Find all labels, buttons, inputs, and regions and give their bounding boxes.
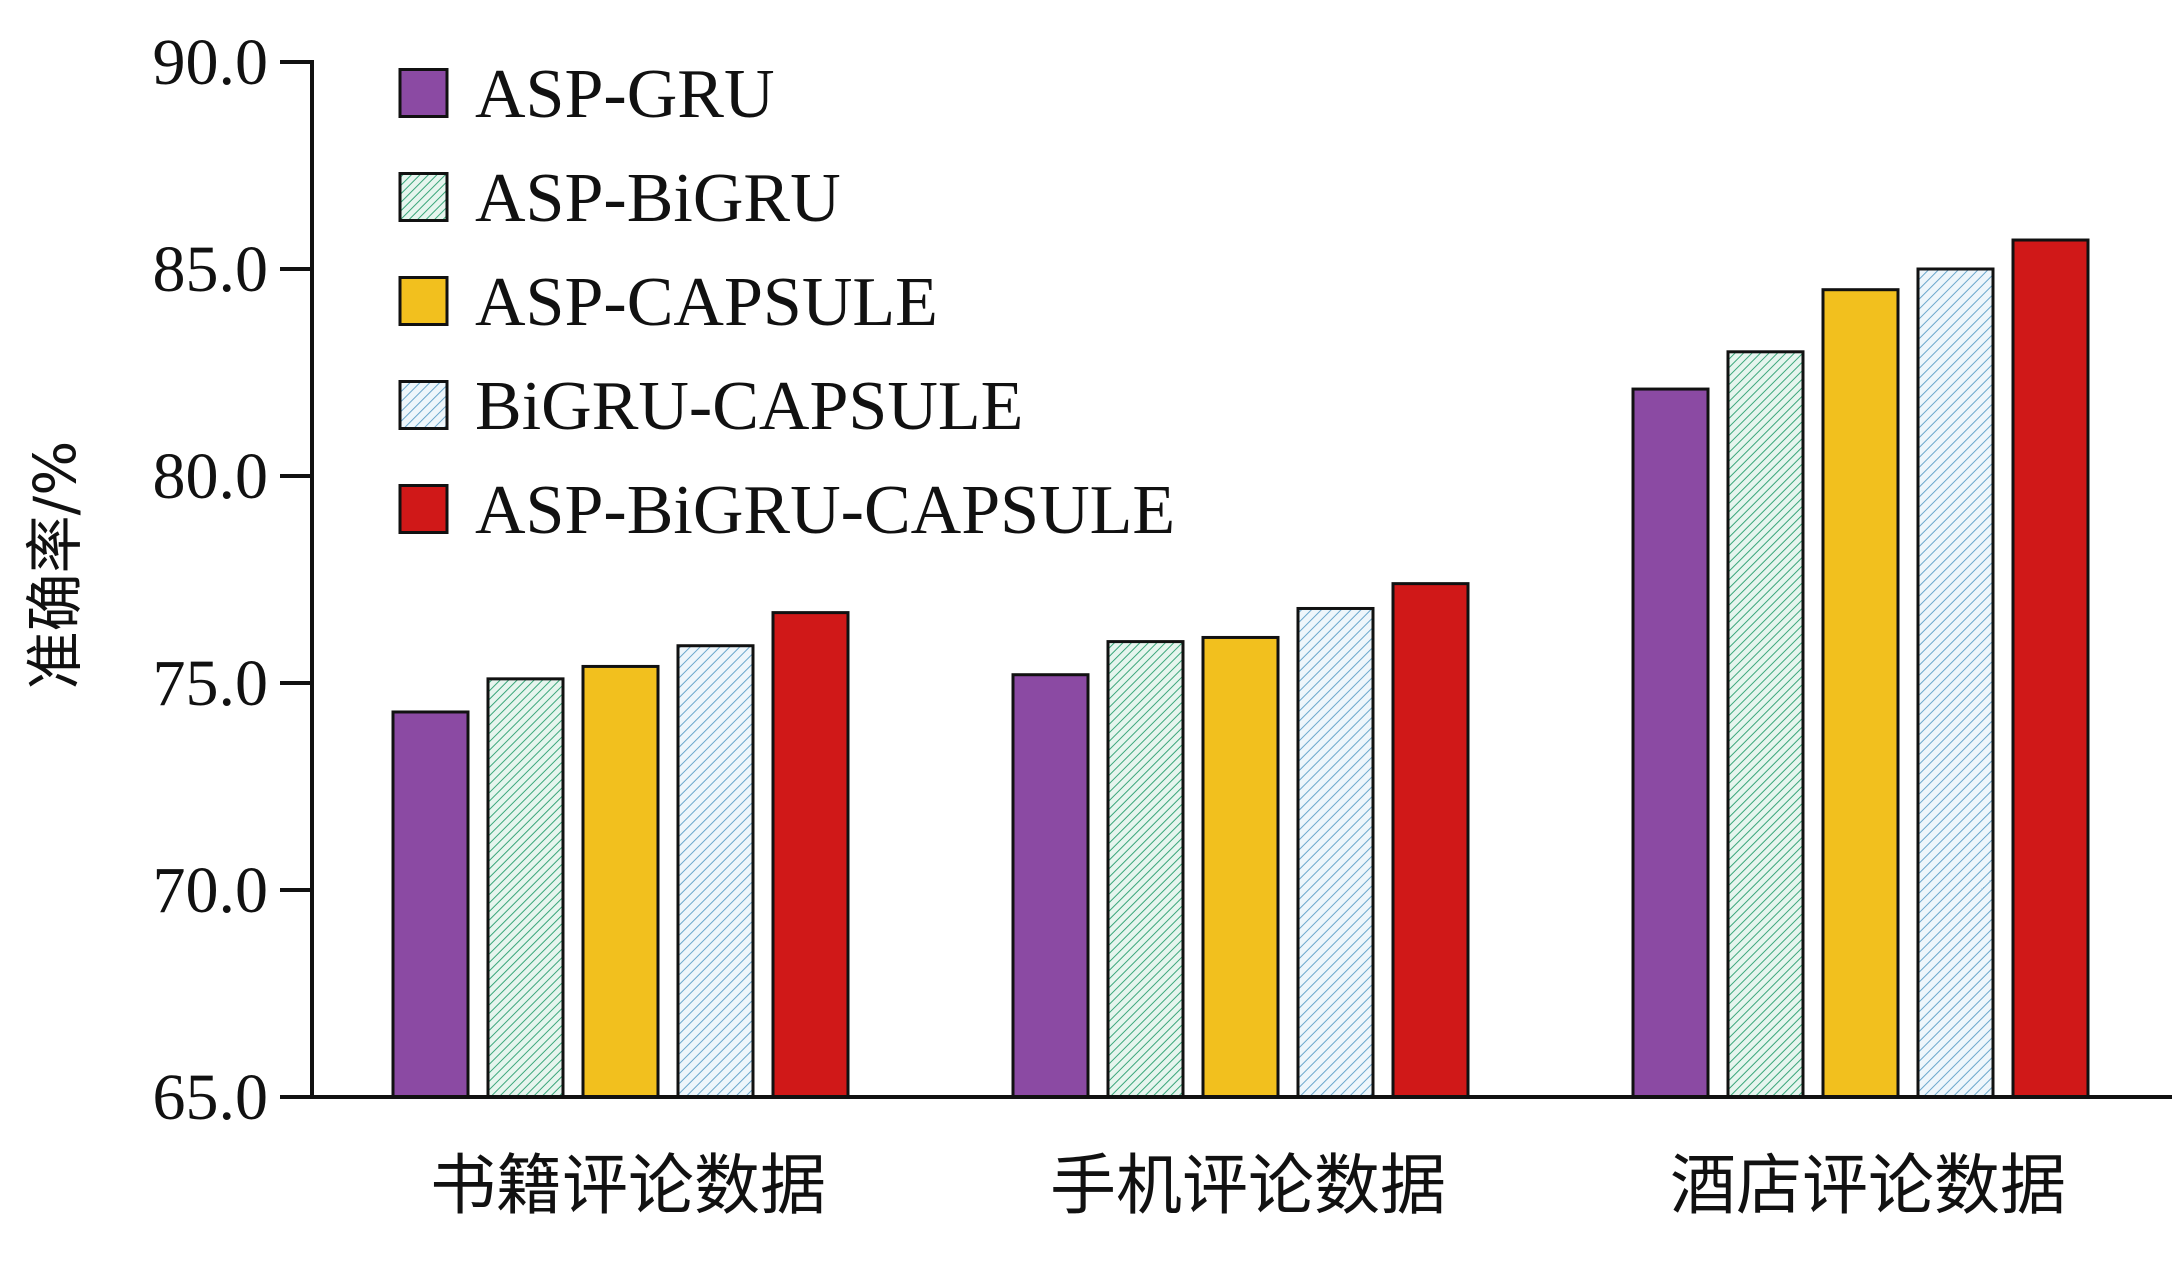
y-tick-label: 85.0 <box>153 233 269 306</box>
bar-1-asp-gru <box>391 710 470 1099</box>
x-category-label: 书籍评论数据 <box>430 1147 826 1224</box>
legend-swatch-asp-gru <box>398 68 449 118</box>
legend-swatch-asp-bigru <box>398 172 449 222</box>
bar-2-bigru-capsule <box>1296 606 1375 1099</box>
legend-label: ASP-BiGRU <box>475 160 841 237</box>
legend: ASP-GRU ASP-BiGRU ASP-CAPSULE BiGRU-CAPSULE… <box>398 56 1175 549</box>
bar-3-bigru-capsule <box>1916 267 1995 1099</box>
bar-3-asp-bigru <box>1726 350 1805 1099</box>
legend-label: ASP-GRU <box>475 56 775 133</box>
legend-label: BiGRU-CAPSULE <box>475 368 1023 445</box>
legend-swatch-asp-bigru-capsule <box>398 484 449 534</box>
y-tick-label: 70.0 <box>153 854 269 927</box>
bar-1-asp-bigru <box>486 677 565 1099</box>
x-category-label: 酒店评论数据 <box>1670 1147 2066 1224</box>
legend-swatch-bigru-capsule <box>398 380 449 430</box>
bar-2-asp-gru <box>1011 673 1090 1099</box>
bar-2-asp-bigru <box>1106 640 1185 1099</box>
y-tick-label: 75.0 <box>153 647 269 720</box>
y-tick-label: 90.0 <box>153 26 269 99</box>
bar-3-asp-gru <box>1631 387 1710 1099</box>
x-category-label: 手机评论数据 <box>1050 1147 1446 1224</box>
y-axis-label: 准确率/% <box>21 441 89 690</box>
bar-2-asp-capsule <box>1201 635 1280 1099</box>
bar-2-asp-bigru-capsule <box>1391 582 1470 1099</box>
y-tick-label: 65.0 <box>153 1061 269 1134</box>
legend-label: ASP-CAPSULE <box>475 264 938 341</box>
bar-3-asp-bigru-capsule <box>2011 238 2090 1099</box>
bar-1-asp-bigru-capsule <box>771 611 850 1099</box>
x-labels-layer: 书籍评论数据 手机评论数据 酒店评论数据 <box>430 1147 2066 1224</box>
axes-layer <box>310 60 2172 1099</box>
bars-layer <box>391 238 2090 1099</box>
legend-swatch-asp-capsule <box>398 276 449 326</box>
y-ticks-layer: 65.0 70.0 75.0 80.0 85.0 90.0 <box>153 26 312 1134</box>
bar-1-bigru-capsule <box>676 644 755 1099</box>
bar-3-asp-capsule <box>1821 288 1900 1099</box>
bar-1-asp-capsule <box>581 664 660 1099</box>
legend-label: ASP-BiGRU-CAPSULE <box>475 472 1175 549</box>
y-tick-label: 80.0 <box>153 440 269 513</box>
